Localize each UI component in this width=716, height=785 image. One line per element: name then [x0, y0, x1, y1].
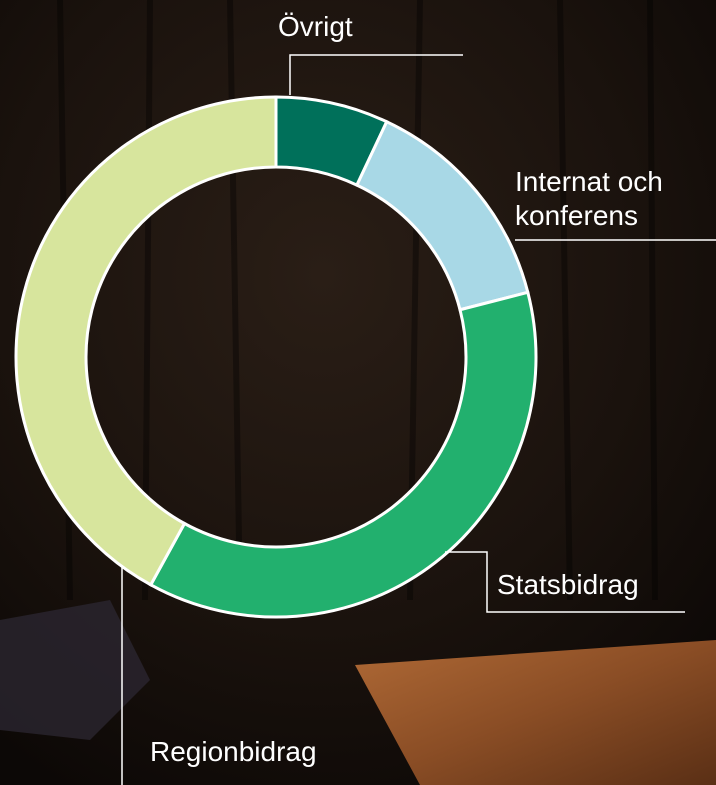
- slice-label: Regionbidrag: [150, 735, 317, 769]
- stage-table: [355, 640, 716, 785]
- slice-label: Internat och konferens: [515, 165, 715, 233]
- slice-label: Övrigt: [278, 10, 353, 44]
- slice-label: Statsbidrag: [497, 568, 639, 602]
- chart: [0, 0, 716, 785]
- page: Övrigt Internat och konferens Statsbidra…: [0, 0, 716, 785]
